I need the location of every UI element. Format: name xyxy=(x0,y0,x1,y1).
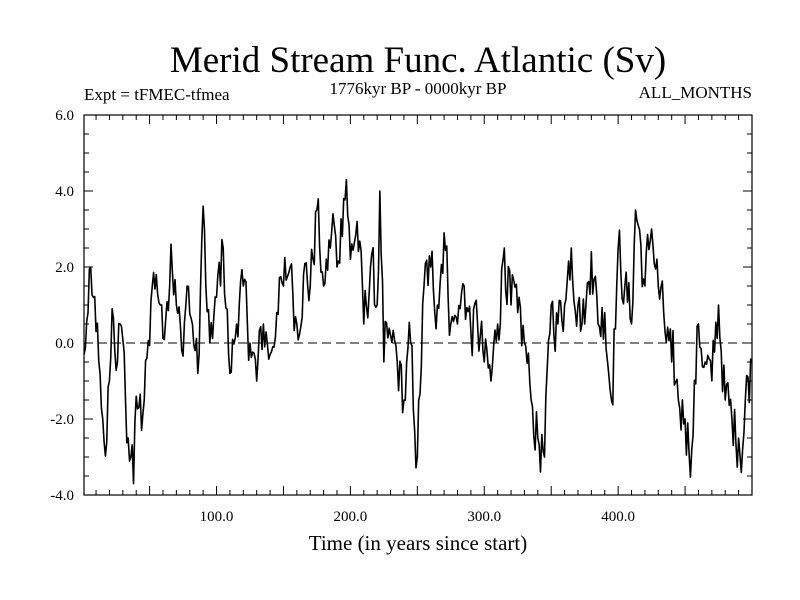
season-label: ALL_MONTHS xyxy=(639,83,752,102)
plot-frame xyxy=(83,114,753,496)
experiment-label: Expt = tFMEC-tfmea xyxy=(84,85,230,104)
x-tick-label: 400.0 xyxy=(601,509,635,525)
x-axis-label: Time (in years since start) xyxy=(309,531,528,555)
y-tick-label: -4.0 xyxy=(50,488,74,504)
x-tick-label: 200.0 xyxy=(334,509,368,525)
data-line xyxy=(83,178,753,485)
y-tick-label: 4.0 xyxy=(55,184,74,200)
x-tick-label: 100.0 xyxy=(200,509,234,525)
chart-title: Merid Stream Func. Atlantic (Sv) xyxy=(170,40,666,81)
tick-labels: 100.0 200.0 300.0 400.0 -4.0 -2.0 0.0 2.0 4.0 6.0 xyxy=(50,108,635,525)
time-range-label: 1776kyr BP - 0000kyr BP xyxy=(330,79,507,98)
y-tick-label: 6.0 xyxy=(55,108,74,124)
x-tick-label: 300.0 xyxy=(467,509,501,525)
y-tick-label: 2.0 xyxy=(55,260,74,276)
y-tick-label: 0.0 xyxy=(55,336,74,352)
y-tick-label: -2.0 xyxy=(50,412,74,428)
